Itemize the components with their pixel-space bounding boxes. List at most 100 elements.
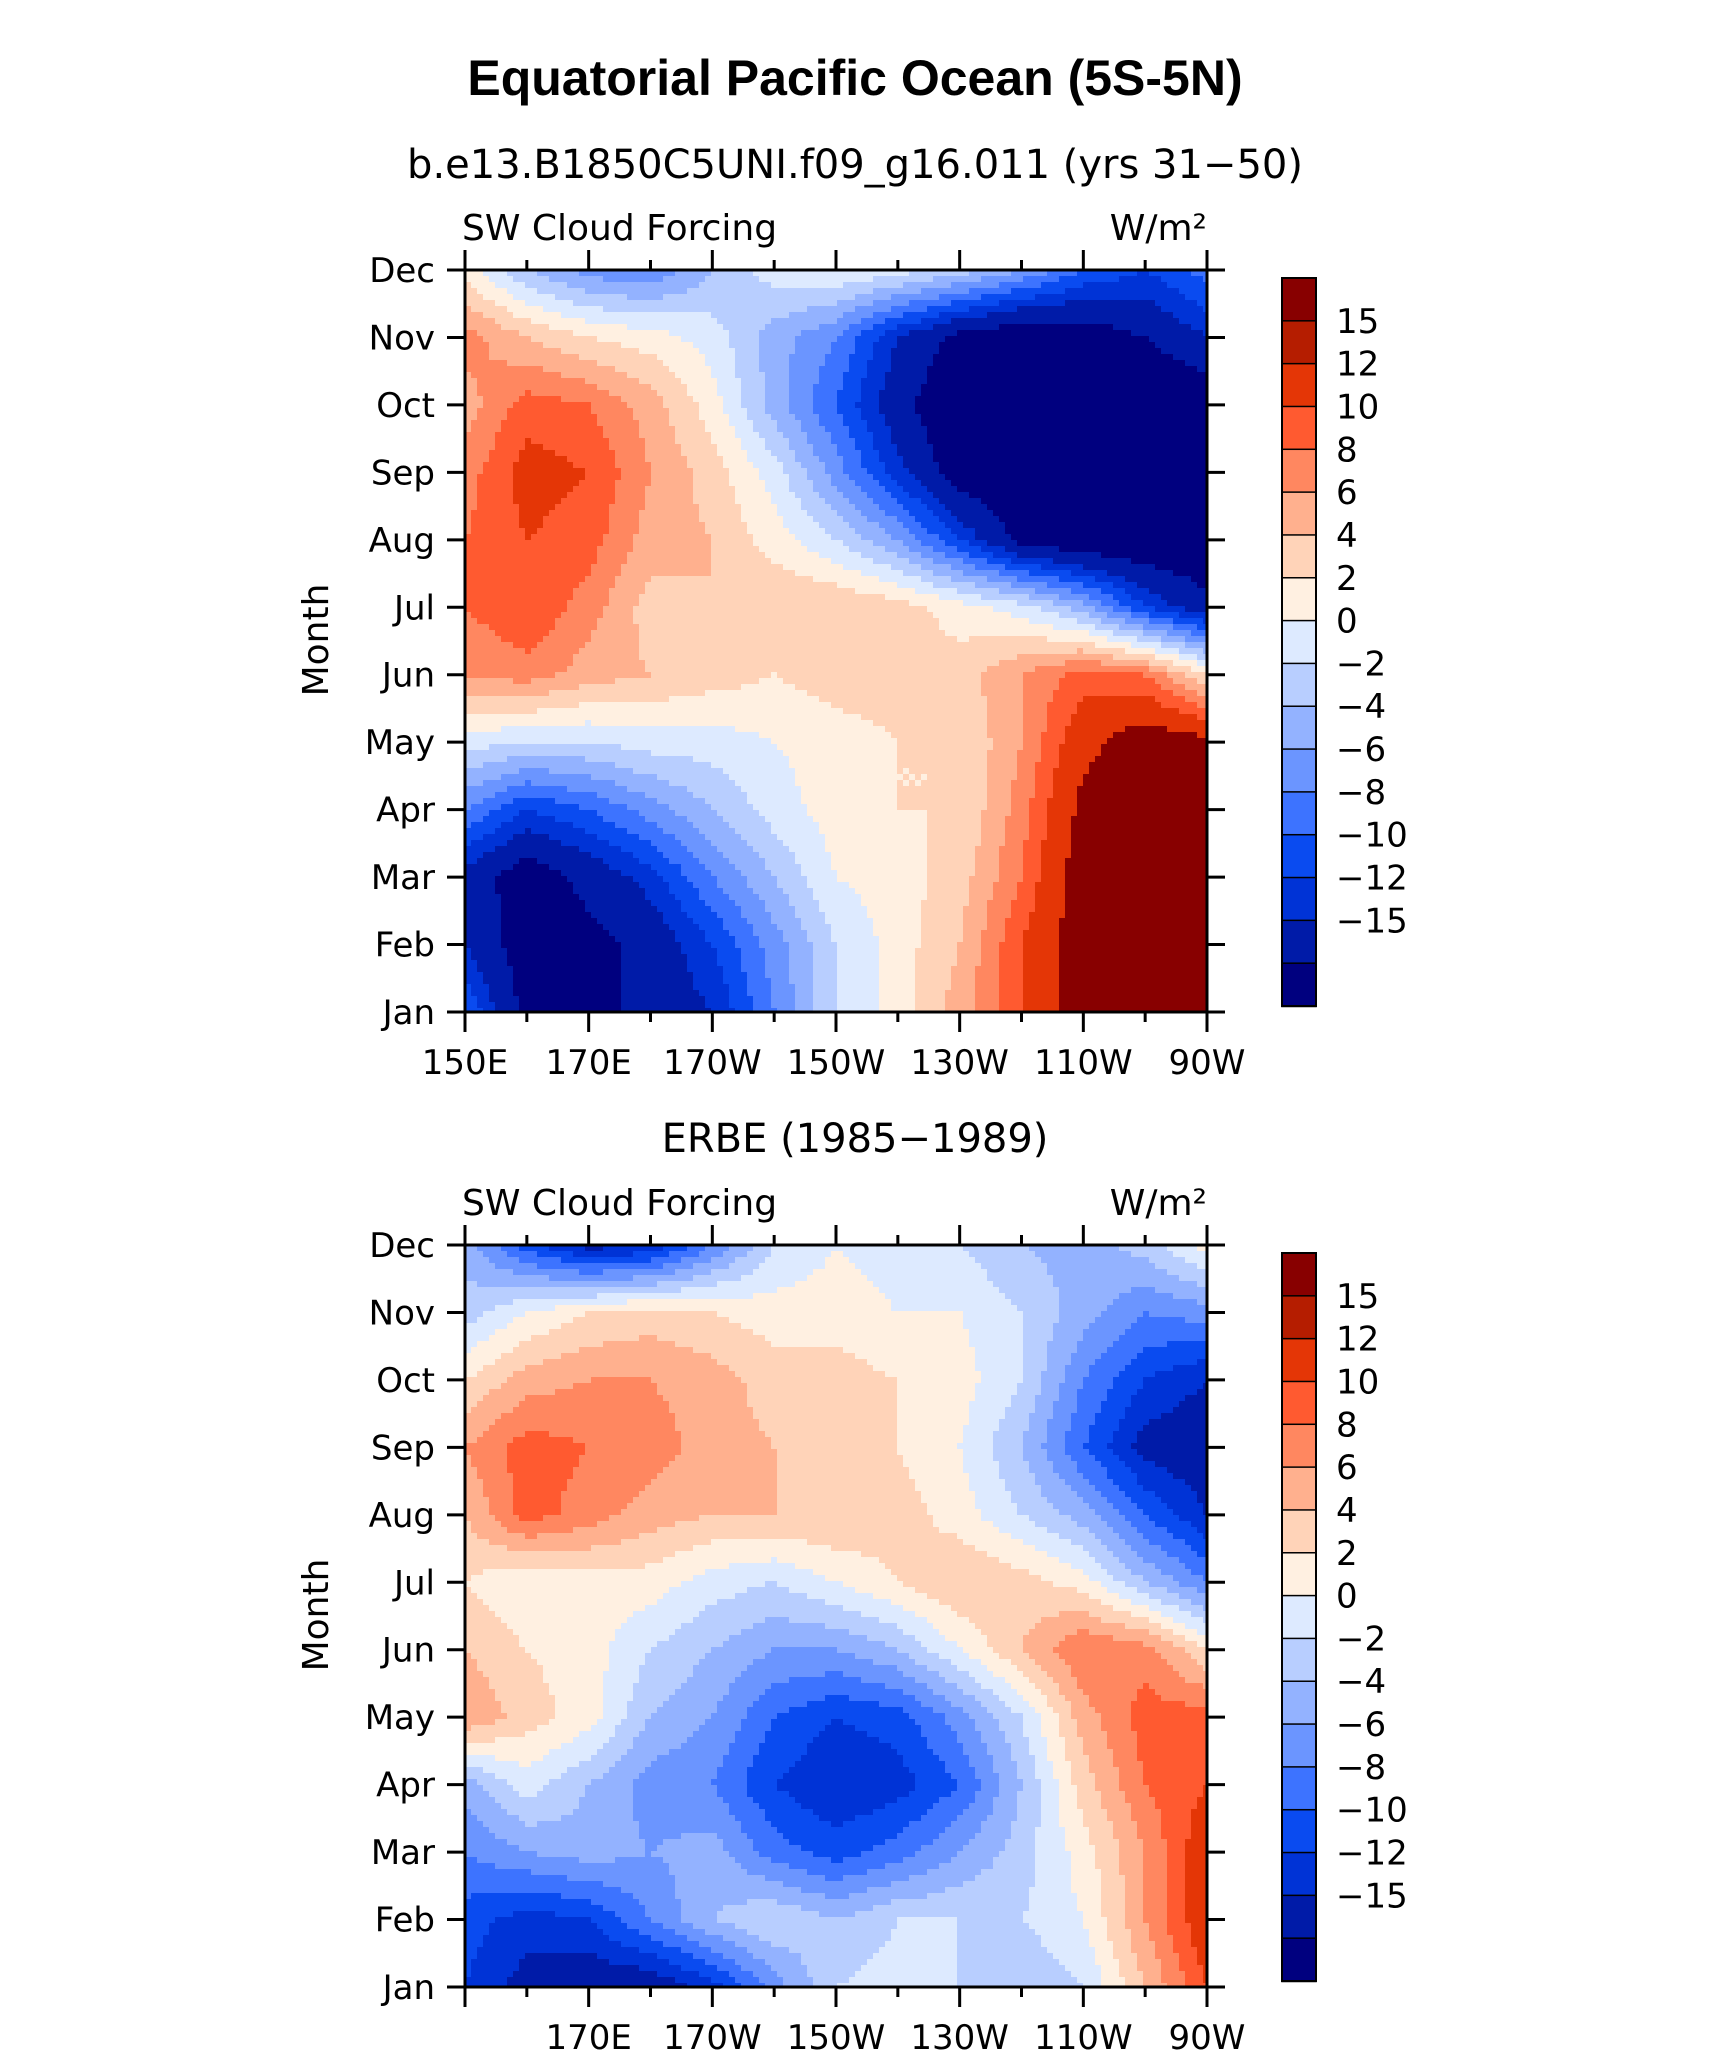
field-cell <box>1011 1563 1072 1570</box>
field-cell <box>1089 1527 1114 1534</box>
field-cell <box>723 816 766 823</box>
field-cell <box>1035 666 1150 673</box>
field-cell <box>465 1977 508 1984</box>
field-cell <box>969 636 1048 643</box>
field-cell <box>969 894 994 901</box>
field-cell <box>495 1263 538 1270</box>
field-cell <box>645 456 688 463</box>
field-cell <box>585 318 718 325</box>
field-cell <box>999 996 1024 1003</box>
field-cell <box>513 1479 568 1486</box>
field-cell <box>1161 1653 1192 1660</box>
field-cell <box>705 996 730 1003</box>
field-cell <box>1047 1671 1072 1678</box>
field-cell <box>1095 1953 1114 1960</box>
field-cell <box>987 1815 1018 1822</box>
field-cell <box>573 1809 634 1816</box>
field-cell <box>1023 1539 1072 1546</box>
field-cell <box>921 936 964 943</box>
field-cell <box>915 1779 958 1786</box>
field-cell <box>705 1653 766 1660</box>
field-cell <box>1071 1359 1096 1366</box>
field-cell <box>1041 282 1084 289</box>
field-cell <box>1131 1941 1156 1948</box>
field-cell <box>993 894 1018 901</box>
field-cell <box>1125 1563 1156 1570</box>
field-cell <box>501 1413 676 1420</box>
field-cell <box>663 276 706 283</box>
field-cell <box>513 1473 574 1480</box>
field-cell <box>705 420 730 427</box>
field-cell <box>1083 1335 1120 1342</box>
field-cell <box>1023 1713 1042 1720</box>
field-cell <box>897 1923 958 1930</box>
field-cell <box>1185 1905 1208 1912</box>
field-cell <box>1011 1707 1036 1714</box>
field-cell <box>981 498 1208 505</box>
field-cell <box>987 1743 1012 1750</box>
field-cell <box>969 492 1208 499</box>
field-cell <box>915 948 958 955</box>
field-cell <box>645 894 676 901</box>
field-cell <box>789 966 814 973</box>
field-cell <box>465 1251 484 1258</box>
field-cell <box>1101 1911 1126 1918</box>
field-cell <box>729 990 748 997</box>
field-cell <box>903 1455 964 1462</box>
field-cell <box>1197 1587 1208 1594</box>
field-cell <box>831 474 850 481</box>
field-cell <box>921 498 940 505</box>
field-cell <box>807 690 982 697</box>
field-cell <box>789 900 820 907</box>
field-cell <box>465 474 478 481</box>
field-cell <box>1065 1749 1084 1756</box>
field-cell <box>717 1785 748 1792</box>
field-cell <box>681 1965 718 1972</box>
field-cell <box>1113 1527 1138 1534</box>
field-cell <box>507 1449 586 1456</box>
field-cell <box>789 438 808 445</box>
field-cell <box>1149 1617 1174 1624</box>
field-cell <box>1149 588 1208 595</box>
field-cell <box>765 954 790 961</box>
field-cell <box>771 918 802 925</box>
field-cell <box>669 804 712 811</box>
field-cell <box>1149 1929 1168 1936</box>
field-cell <box>747 1383 898 1390</box>
field-cell <box>1143 1845 1168 1852</box>
field-cell <box>915 1587 1078 1594</box>
field-cell <box>465 972 484 979</box>
field-cell <box>759 852 796 859</box>
field-cell <box>933 1803 970 1810</box>
field-cell <box>615 498 646 505</box>
field-cell <box>975 864 1000 871</box>
field-cell <box>759 1977 784 1984</box>
field-cell <box>543 306 604 313</box>
field-cell <box>945 336 1150 343</box>
field-cell <box>591 912 664 919</box>
field-cell <box>933 492 970 499</box>
field-cell <box>543 342 622 349</box>
field-cell <box>927 432 1208 439</box>
field-cell <box>657 1755 724 1762</box>
field-cell <box>1101 1311 1144 1318</box>
field-cell <box>573 1467 664 1474</box>
field-cell <box>789 1947 880 1954</box>
field-cell <box>1095 1779 1120 1786</box>
field-cell <box>663 1593 736 1600</box>
field-cell <box>465 1773 496 1780</box>
field-cell <box>627 1713 652 1720</box>
field-cell <box>1197 1551 1208 1558</box>
field-cell <box>903 570 934 577</box>
field-cell <box>1143 1875 1168 1882</box>
field-cell <box>603 858 640 865</box>
field-cell <box>783 1977 814 1984</box>
field-cell <box>561 612 604 619</box>
field-cell <box>903 486 928 493</box>
field-cell <box>495 792 598 799</box>
field-cell <box>1035 1767 1054 1774</box>
field-cell <box>777 504 802 511</box>
field-cell <box>1029 810 1048 817</box>
field-cell <box>741 1821 772 1828</box>
